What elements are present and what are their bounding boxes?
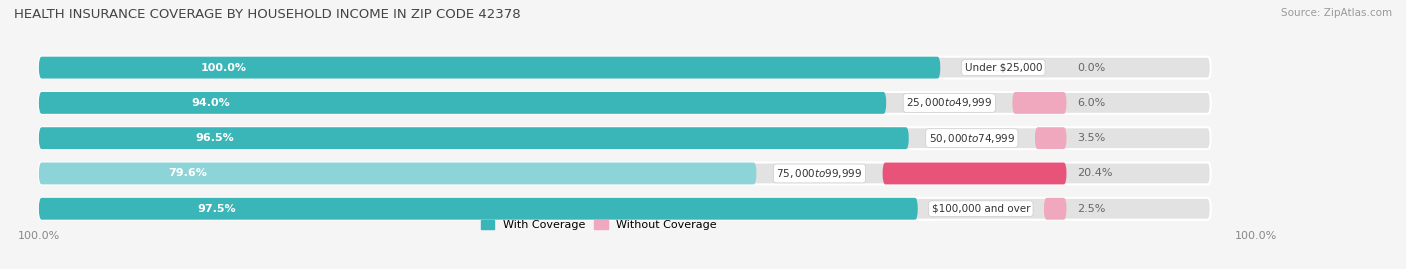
FancyBboxPatch shape [1035, 127, 1067, 149]
Text: 100.0%: 100.0% [201, 63, 247, 73]
FancyBboxPatch shape [39, 127, 908, 149]
Text: 2.5%: 2.5% [1077, 204, 1105, 214]
Text: Under $25,000: Under $25,000 [965, 63, 1042, 73]
Legend: With Coverage, Without Coverage: With Coverage, Without Coverage [477, 216, 721, 235]
FancyBboxPatch shape [39, 57, 1211, 79]
FancyBboxPatch shape [39, 162, 1211, 184]
FancyBboxPatch shape [39, 198, 918, 220]
Text: 20.4%: 20.4% [1077, 168, 1112, 178]
FancyBboxPatch shape [39, 127, 1211, 149]
Text: HEALTH INSURANCE COVERAGE BY HOUSEHOLD INCOME IN ZIP CODE 42378: HEALTH INSURANCE COVERAGE BY HOUSEHOLD I… [14, 8, 520, 21]
FancyBboxPatch shape [39, 57, 941, 79]
Text: 3.5%: 3.5% [1077, 133, 1105, 143]
FancyBboxPatch shape [39, 92, 1211, 114]
Text: $50,000 to $74,999: $50,000 to $74,999 [929, 132, 1015, 145]
Text: 6.0%: 6.0% [1077, 98, 1105, 108]
FancyBboxPatch shape [1012, 92, 1067, 114]
Text: $75,000 to $99,999: $75,000 to $99,999 [776, 167, 863, 180]
Text: 97.5%: 97.5% [197, 204, 236, 214]
Text: 79.6%: 79.6% [167, 168, 207, 178]
Text: $25,000 to $49,999: $25,000 to $49,999 [905, 96, 993, 109]
Text: 0.0%: 0.0% [1077, 63, 1105, 73]
Text: 96.5%: 96.5% [195, 133, 235, 143]
FancyBboxPatch shape [883, 162, 1067, 184]
FancyBboxPatch shape [1043, 198, 1067, 220]
FancyBboxPatch shape [39, 92, 886, 114]
Text: Source: ZipAtlas.com: Source: ZipAtlas.com [1281, 8, 1392, 18]
FancyBboxPatch shape [39, 198, 1211, 220]
Text: 94.0%: 94.0% [191, 98, 231, 108]
Text: $100,000 and over: $100,000 and over [932, 204, 1031, 214]
FancyBboxPatch shape [39, 162, 756, 184]
